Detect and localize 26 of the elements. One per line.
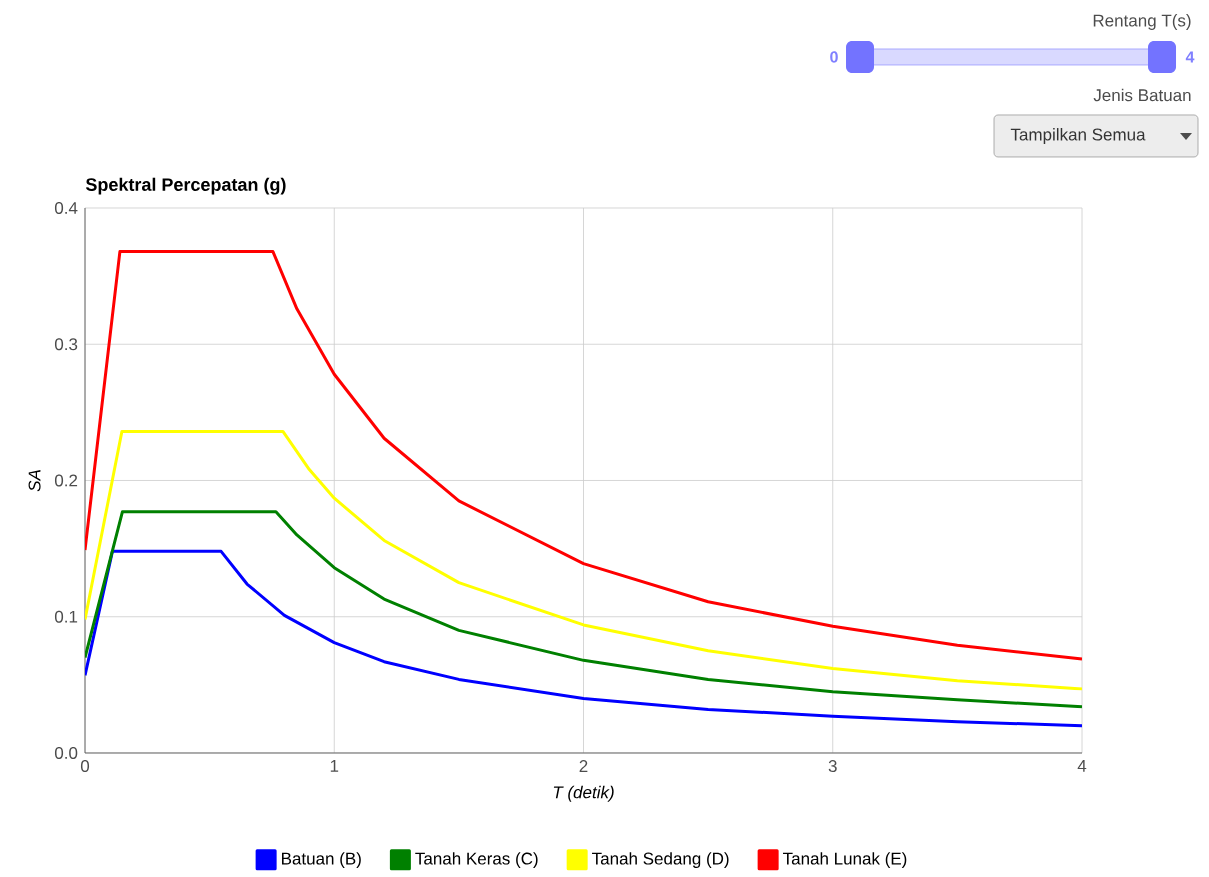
x-tick-label: 2	[579, 760, 588, 772]
text: 0	[830, 51, 838, 63]
chart-title: Spektral Percepatan (g)	[85, 177, 286, 195]
legend-label: Tanah Lunak (E)	[783, 852, 907, 868]
text: 4	[1185, 51, 1195, 63]
y-tick-label: 0.0	[54, 746, 78, 759]
legend-label: Batuan (B)	[282, 852, 361, 868]
y-tick-label: 0.2	[54, 474, 78, 487]
x-tick-label: 1	[330, 760, 339, 772]
x-tick-label: 4	[1077, 760, 1087, 772]
line-series	[85, 429, 1083, 691]
x-tick-label: 3	[828, 760, 837, 773]
y-axis-title: SA	[28, 470, 41, 492]
line-series	[85, 510, 1083, 709]
line-series	[85, 549, 1083, 728]
y-tick-label: 0.3	[54, 338, 78, 351]
x-tick-label: 0	[80, 760, 90, 773]
x-axis-title: T (detik)	[553, 785, 614, 802]
legend-label: Tanah Sedang (D)	[592, 852, 729, 868]
text: Tampilkan Semua	[1010, 128, 1146, 144]
y-tick-label: 0.4	[54, 201, 78, 214]
text: Jenis Batuan	[1093, 88, 1191, 102]
y-tick-label: 0.1	[54, 610, 78, 623]
text: Rentang T(s)	[1093, 14, 1191, 30]
line-series	[85, 250, 1083, 661]
legend-label: Tanah Keras (C)	[415, 852, 538, 868]
